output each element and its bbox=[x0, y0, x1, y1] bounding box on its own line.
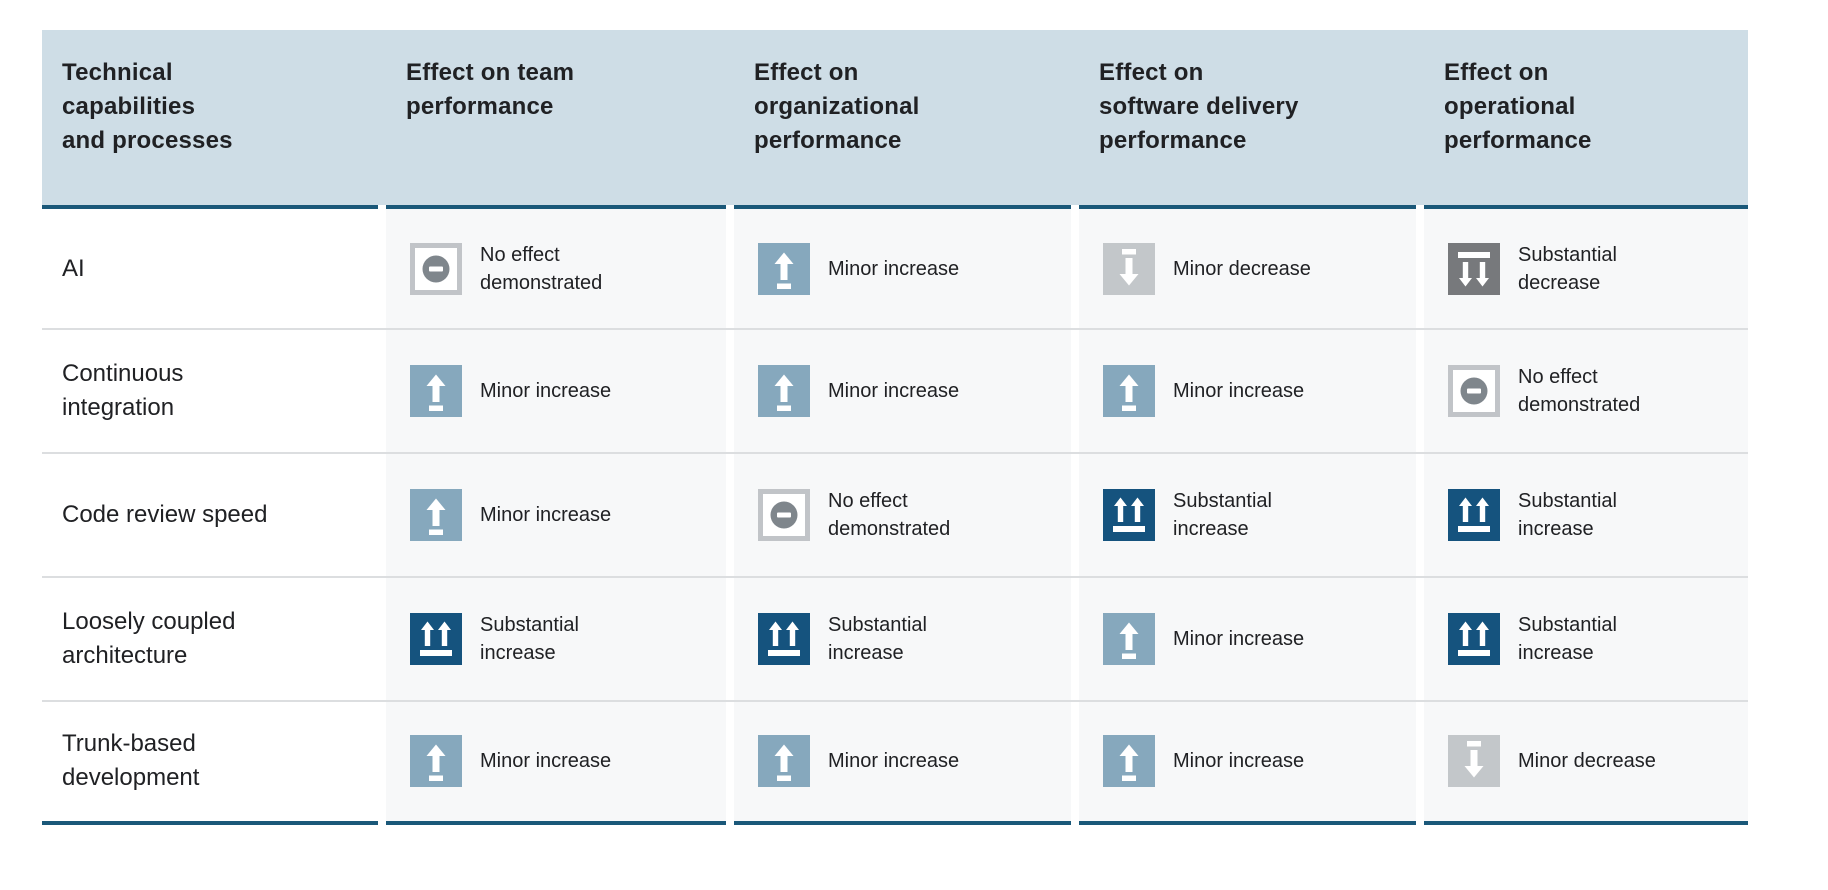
row-divider bbox=[42, 452, 1748, 454]
header-operational-performance: Effect on operational performance bbox=[1444, 59, 1592, 154]
effect-label: Substantial decrease bbox=[1518, 244, 1617, 294]
effect-label: Substantial increase bbox=[1173, 490, 1272, 540]
effect-label: No effect demonstrated bbox=[480, 244, 603, 294]
substantial-increase-icon bbox=[1448, 613, 1500, 665]
effect-label: Minor increase bbox=[480, 380, 612, 402]
row-divider bbox=[42, 700, 1748, 702]
effect-label: Minor increase bbox=[480, 504, 612, 526]
effect-cell: Minor increase bbox=[1079, 701, 1416, 825]
effect-cell: Substantial increase bbox=[1424, 453, 1748, 577]
effect-cell: Substantial increase bbox=[1079, 453, 1416, 577]
substantial-increase-icon bbox=[1103, 489, 1155, 541]
effect-cell: Substantial increase bbox=[386, 577, 726, 701]
effect-label: Minor increase bbox=[480, 750, 612, 772]
effect-cell: Minor increase bbox=[1079, 577, 1416, 701]
header-software-delivery-performance: Effect on software delivery performance bbox=[1099, 59, 1299, 154]
effect-label: Substantial increase bbox=[1518, 614, 1617, 664]
substantial-increase-icon bbox=[410, 613, 462, 665]
substantial-increase-icon bbox=[1448, 489, 1500, 541]
row-label: Trunk-based development bbox=[42, 701, 378, 825]
effect-label: Substantial increase bbox=[828, 614, 927, 664]
no-effect-icon bbox=[758, 489, 810, 541]
effect-cell: No effect demonstrated bbox=[734, 453, 1071, 577]
minor-increase-icon bbox=[410, 489, 462, 541]
no-effect-icon bbox=[410, 243, 462, 295]
effect-label: Minor increase bbox=[1173, 750, 1305, 772]
no-effect-icon bbox=[1448, 365, 1500, 417]
effect-label: Minor increase bbox=[828, 258, 960, 280]
row-label: AI bbox=[42, 205, 378, 329]
effect-label: No effect demonstrated bbox=[1518, 366, 1641, 416]
effect-cell: Minor increase bbox=[386, 453, 726, 577]
effect-cell: Minor increase bbox=[386, 701, 726, 825]
capability-effects-table: Technical capabilities and processes Eff… bbox=[42, 30, 1748, 825]
row-divider bbox=[42, 576, 1748, 578]
table-header-row: Technical capabilities and processes Eff… bbox=[42, 30, 1748, 205]
header-capabilities: Technical capabilities and processes bbox=[62, 59, 233, 154]
effect-cell: Minor increase bbox=[734, 329, 1071, 453]
effect-cell: Minor decrease bbox=[1079, 205, 1416, 329]
substantial-decrease-icon bbox=[1448, 243, 1500, 295]
row-divider bbox=[42, 328, 1748, 330]
effect-label: Minor decrease bbox=[1518, 750, 1656, 772]
header-team-performance: Effect on team performance bbox=[406, 59, 575, 120]
minor-increase-icon bbox=[1103, 365, 1155, 417]
effect-cell: Substantial increase bbox=[1424, 577, 1748, 701]
minor-increase-icon bbox=[410, 735, 462, 787]
effect-label: Substantial increase bbox=[1518, 490, 1617, 540]
table-body: AI No effect demonstrated Minor increase Mi… bbox=[42, 205, 1748, 825]
header-organizational-performance: Effect on organizational performance bbox=[754, 59, 920, 154]
row-label: Continuous integration bbox=[42, 329, 378, 453]
effect-cell: Substantial decrease bbox=[1424, 205, 1748, 329]
minor-increase-icon bbox=[758, 735, 810, 787]
effect-cell: Minor increase bbox=[734, 205, 1071, 329]
effect-label: Minor increase bbox=[1173, 380, 1305, 402]
effect-label: Minor increase bbox=[828, 750, 960, 772]
effect-label: Minor increase bbox=[828, 380, 960, 402]
effect-cell: No effect demonstrated bbox=[386, 205, 726, 329]
minor-decrease-icon bbox=[1448, 735, 1500, 787]
effect-cell: No effect demonstrated bbox=[1424, 329, 1748, 453]
minor-decrease-icon bbox=[1103, 243, 1155, 295]
minor-increase-icon bbox=[1103, 735, 1155, 787]
effect-cell: Minor decrease bbox=[1424, 701, 1748, 825]
effect-cell: Minor increase bbox=[386, 329, 726, 453]
effect-label: Minor decrease bbox=[1173, 258, 1311, 280]
effect-cell: Substantial increase bbox=[734, 577, 1071, 701]
effect-label: Minor increase bbox=[1173, 628, 1305, 650]
effect-cell: Minor increase bbox=[1079, 329, 1416, 453]
effect-label: Substantial increase bbox=[480, 614, 579, 664]
row-label: Loosely coupled architecture bbox=[42, 577, 378, 701]
effect-label: No effect demonstrated bbox=[828, 490, 951, 540]
minor-increase-icon bbox=[758, 243, 810, 295]
minor-increase-icon bbox=[410, 365, 462, 417]
row-label: Code review speed bbox=[42, 453, 378, 577]
substantial-increase-icon bbox=[758, 613, 810, 665]
effect-cell: Minor increase bbox=[734, 701, 1071, 825]
minor-increase-icon bbox=[1103, 613, 1155, 665]
minor-increase-icon bbox=[758, 365, 810, 417]
